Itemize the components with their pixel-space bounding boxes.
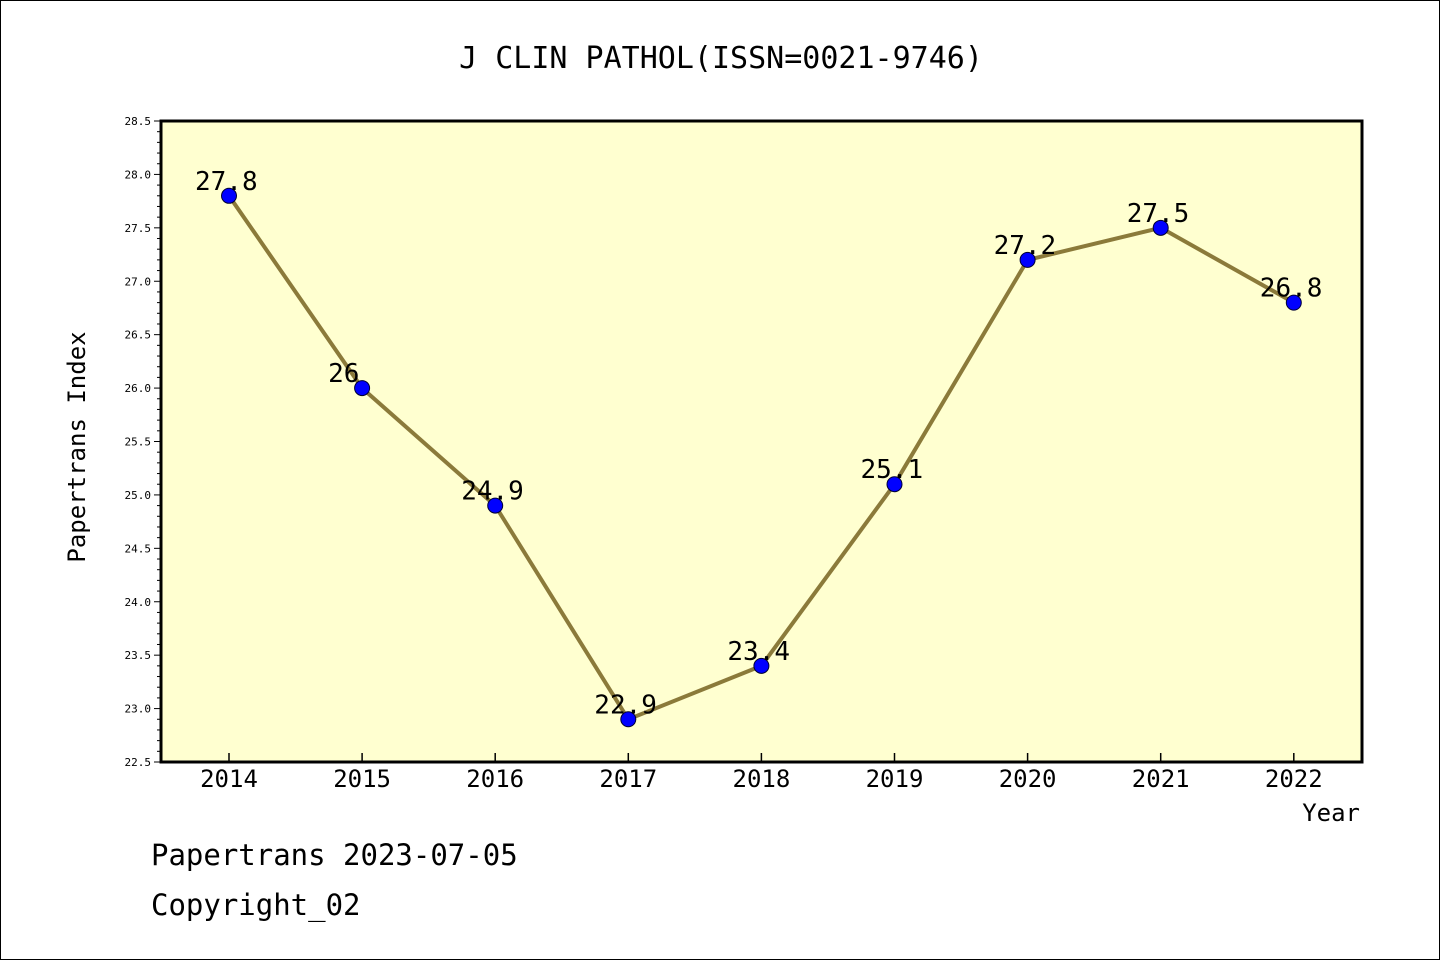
x-tick-label: 2014	[200, 765, 258, 793]
y-tick-label: 24.0	[125, 596, 152, 609]
y-tick-label: 27.0	[125, 275, 152, 288]
data-point	[620, 711, 637, 728]
data-label: 26.8	[1260, 274, 1323, 304]
data-markers	[221, 187, 1302, 728]
data-point	[221, 187, 237, 204]
data-label: 25.1	[861, 455, 924, 485]
x-tick-label: 2022	[1265, 765, 1323, 793]
plot-frame	[159, 119, 1364, 764]
data-point	[487, 497, 504, 514]
x-tick-label: 2020	[999, 765, 1057, 793]
y-tick-label: 22.5	[125, 756, 152, 769]
x-axis-ticks: 2014 2015 2016 2017 2018 2019 2020 2021 2022	[200, 753, 1323, 793]
y-axis-label: Papertrans Index	[63, 331, 91, 562]
data-point	[1285, 294, 1302, 311]
data-point	[886, 476, 903, 493]
y-tick-label: 26.0	[125, 382, 152, 395]
y-tick-label: 28.5	[125, 115, 152, 128]
y-tick-label: 27.5	[125, 222, 152, 235]
y-tick-label: 24.5	[125, 542, 152, 555]
data-labels: 27.8 26 24.9 22.9 23.4 25.1 27.2 27.5 26.8	[195, 167, 1322, 720]
data-label: 23.4	[727, 637, 790, 667]
data-label: 27.2	[994, 231, 1057, 261]
y-tick-label: 23.0	[125, 703, 152, 716]
data-point	[1019, 251, 1036, 268]
y-axis-ticks: 22.5 23.0 23.5 24.0 24.5 25.0 25.5 26.0 26.5 27.0…	[125, 115, 161, 769]
y-tick-label: 25.0	[125, 489, 152, 502]
data-point	[753, 657, 770, 674]
x-tick-label: 2021	[1132, 765, 1190, 793]
data-label: 24.9	[461, 477, 524, 507]
x-axis-label: Year	[1302, 799, 1360, 827]
x-tick-label: 2017	[599, 765, 657, 793]
data-label: 27.8	[195, 167, 258, 197]
footer-copyright: Copyright_02	[151, 888, 361, 923]
chart-title: J CLIN PATHOL(ISSN=0021-9746)	[459, 41, 983, 76]
footer-date: Papertrans 2023-07-05	[151, 838, 518, 872]
data-point	[1152, 219, 1169, 236]
y-tick-label: 23.5	[125, 649, 152, 662]
data-label: 26	[328, 359, 359, 389]
y-tick-label: 25.5	[125, 436, 152, 449]
data-label: 27.5	[1127, 199, 1190, 229]
data-label: 22.9	[594, 690, 657, 720]
y-tick-label: 26.5	[125, 329, 152, 342]
data-point	[354, 380, 371, 397]
x-tick-label: 2018	[733, 765, 791, 793]
x-tick-label: 2019	[866, 765, 924, 793]
x-tick-label: 2015	[333, 765, 391, 793]
y-tick-label: 28.0	[125, 168, 152, 181]
x-tick-label: 2016	[466, 765, 524, 793]
